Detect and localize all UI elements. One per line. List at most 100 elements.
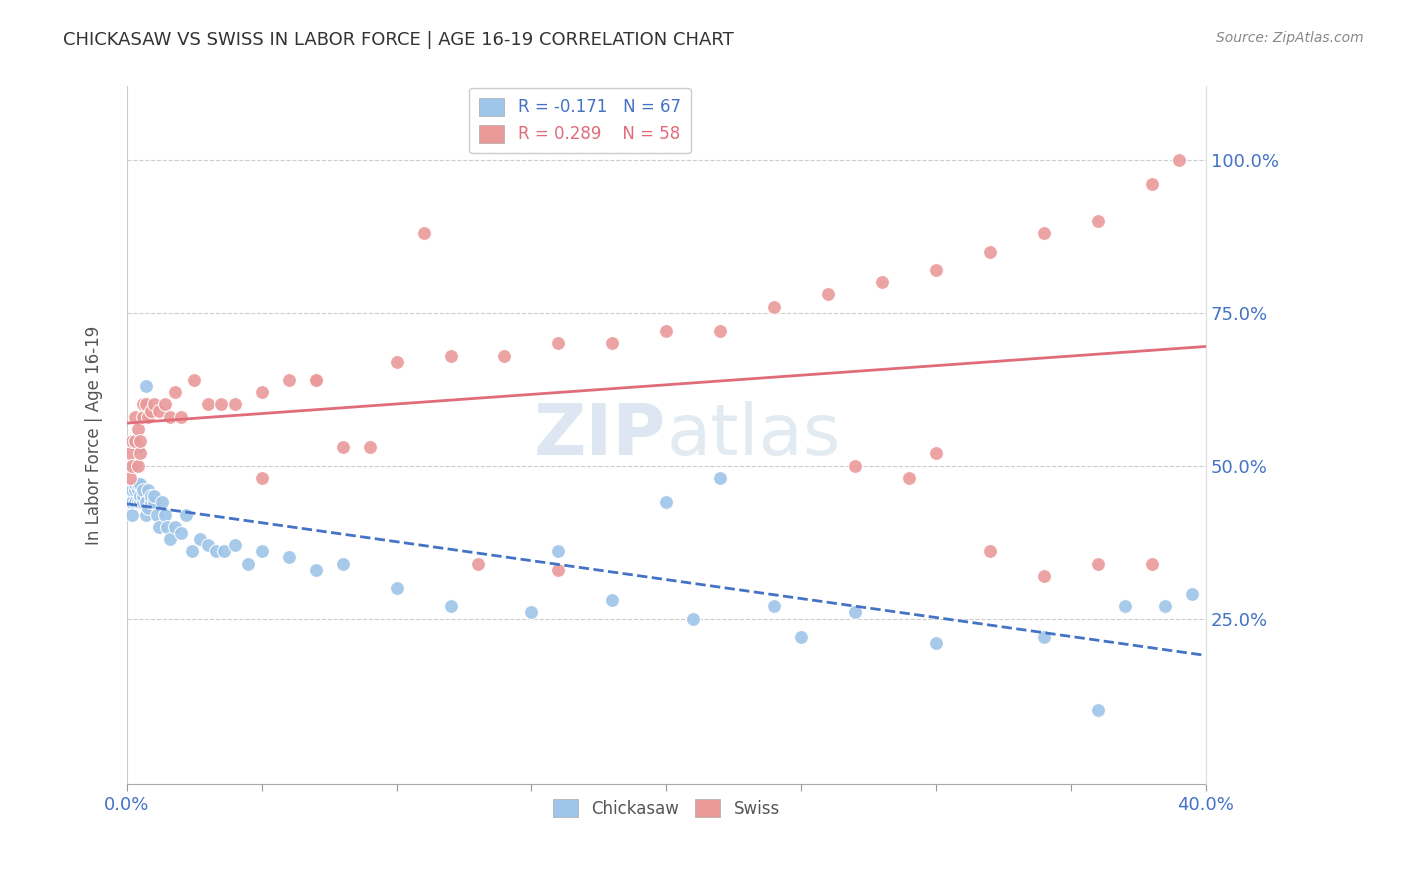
Point <box>127 477 149 491</box>
Point <box>148 403 170 417</box>
Point <box>135 495 157 509</box>
Point <box>844 458 866 473</box>
Point <box>159 532 181 546</box>
Point <box>209 397 232 411</box>
Point <box>790 630 813 644</box>
Point <box>150 495 173 509</box>
Point <box>205 544 228 558</box>
Point <box>898 471 921 485</box>
Text: atlas: atlas <box>666 401 841 469</box>
Point <box>165 520 187 534</box>
Point <box>188 532 211 546</box>
Point <box>655 324 678 338</box>
Point <box>129 434 152 449</box>
Point <box>141 489 163 503</box>
Point <box>1087 703 1109 717</box>
Point <box>979 244 1001 259</box>
Point <box>174 508 197 522</box>
Point <box>224 538 246 552</box>
Point <box>124 409 146 424</box>
Point <box>682 611 704 625</box>
Point <box>494 349 516 363</box>
Point <box>124 495 146 509</box>
Point <box>305 373 328 387</box>
Point <box>224 397 246 411</box>
Point <box>1032 568 1054 582</box>
Point <box>124 458 146 473</box>
Point <box>142 489 165 503</box>
Point <box>118 495 141 509</box>
Point <box>1140 557 1163 571</box>
Point <box>135 397 157 411</box>
Point <box>1032 630 1054 644</box>
Point <box>1032 226 1054 240</box>
Point <box>138 483 160 497</box>
Point <box>124 434 146 449</box>
Point <box>132 489 155 503</box>
Point <box>121 495 143 509</box>
Point <box>118 471 141 485</box>
Point <box>132 483 155 497</box>
Point <box>145 508 167 522</box>
Point <box>212 544 235 558</box>
Point <box>870 275 893 289</box>
Point <box>1181 587 1204 601</box>
Point <box>153 508 176 522</box>
Point <box>135 379 157 393</box>
Point <box>138 501 160 516</box>
Point <box>183 373 205 387</box>
Point <box>121 434 143 449</box>
Point <box>124 477 146 491</box>
Point <box>148 520 170 534</box>
Point <box>129 477 152 491</box>
Point <box>520 606 543 620</box>
Point <box>925 446 948 460</box>
Point <box>250 385 273 400</box>
Point <box>129 495 152 509</box>
Point <box>547 336 569 351</box>
Point <box>129 489 152 503</box>
Point <box>385 581 408 595</box>
Point <box>925 636 948 650</box>
Point <box>121 483 143 497</box>
Point <box>332 557 354 571</box>
Point <box>709 324 731 338</box>
Text: Source: ZipAtlas.com: Source: ZipAtlas.com <box>1216 31 1364 45</box>
Point <box>129 446 152 460</box>
Y-axis label: In Labor Force | Age 16-19: In Labor Force | Age 16-19 <box>86 326 103 545</box>
Point <box>238 557 260 571</box>
Point <box>132 495 155 509</box>
Point <box>547 563 569 577</box>
Point <box>138 409 160 424</box>
Point <box>132 397 155 411</box>
Point <box>305 373 328 387</box>
Point <box>121 458 143 473</box>
Point <box>197 538 219 552</box>
Point <box>141 495 163 509</box>
Point <box>124 483 146 497</box>
Point <box>359 440 381 454</box>
Point <box>925 263 948 277</box>
Point <box>121 458 143 473</box>
Point <box>439 349 461 363</box>
Point <box>1114 599 1136 614</box>
Text: ZIP: ZIP <box>534 401 666 469</box>
Point <box>305 563 328 577</box>
Point <box>385 354 408 368</box>
Point <box>142 397 165 411</box>
Point <box>547 544 569 558</box>
Point <box>1167 153 1189 167</box>
Point <box>156 520 179 534</box>
Point <box>127 440 149 454</box>
Point <box>132 409 155 424</box>
Point <box>1140 178 1163 192</box>
Point <box>153 397 176 411</box>
Point <box>118 483 141 497</box>
Point <box>127 483 149 497</box>
Point <box>127 422 149 436</box>
Point <box>1154 599 1177 614</box>
Point <box>121 508 143 522</box>
Point <box>135 508 157 522</box>
Point <box>277 550 299 565</box>
Point <box>844 606 866 620</box>
